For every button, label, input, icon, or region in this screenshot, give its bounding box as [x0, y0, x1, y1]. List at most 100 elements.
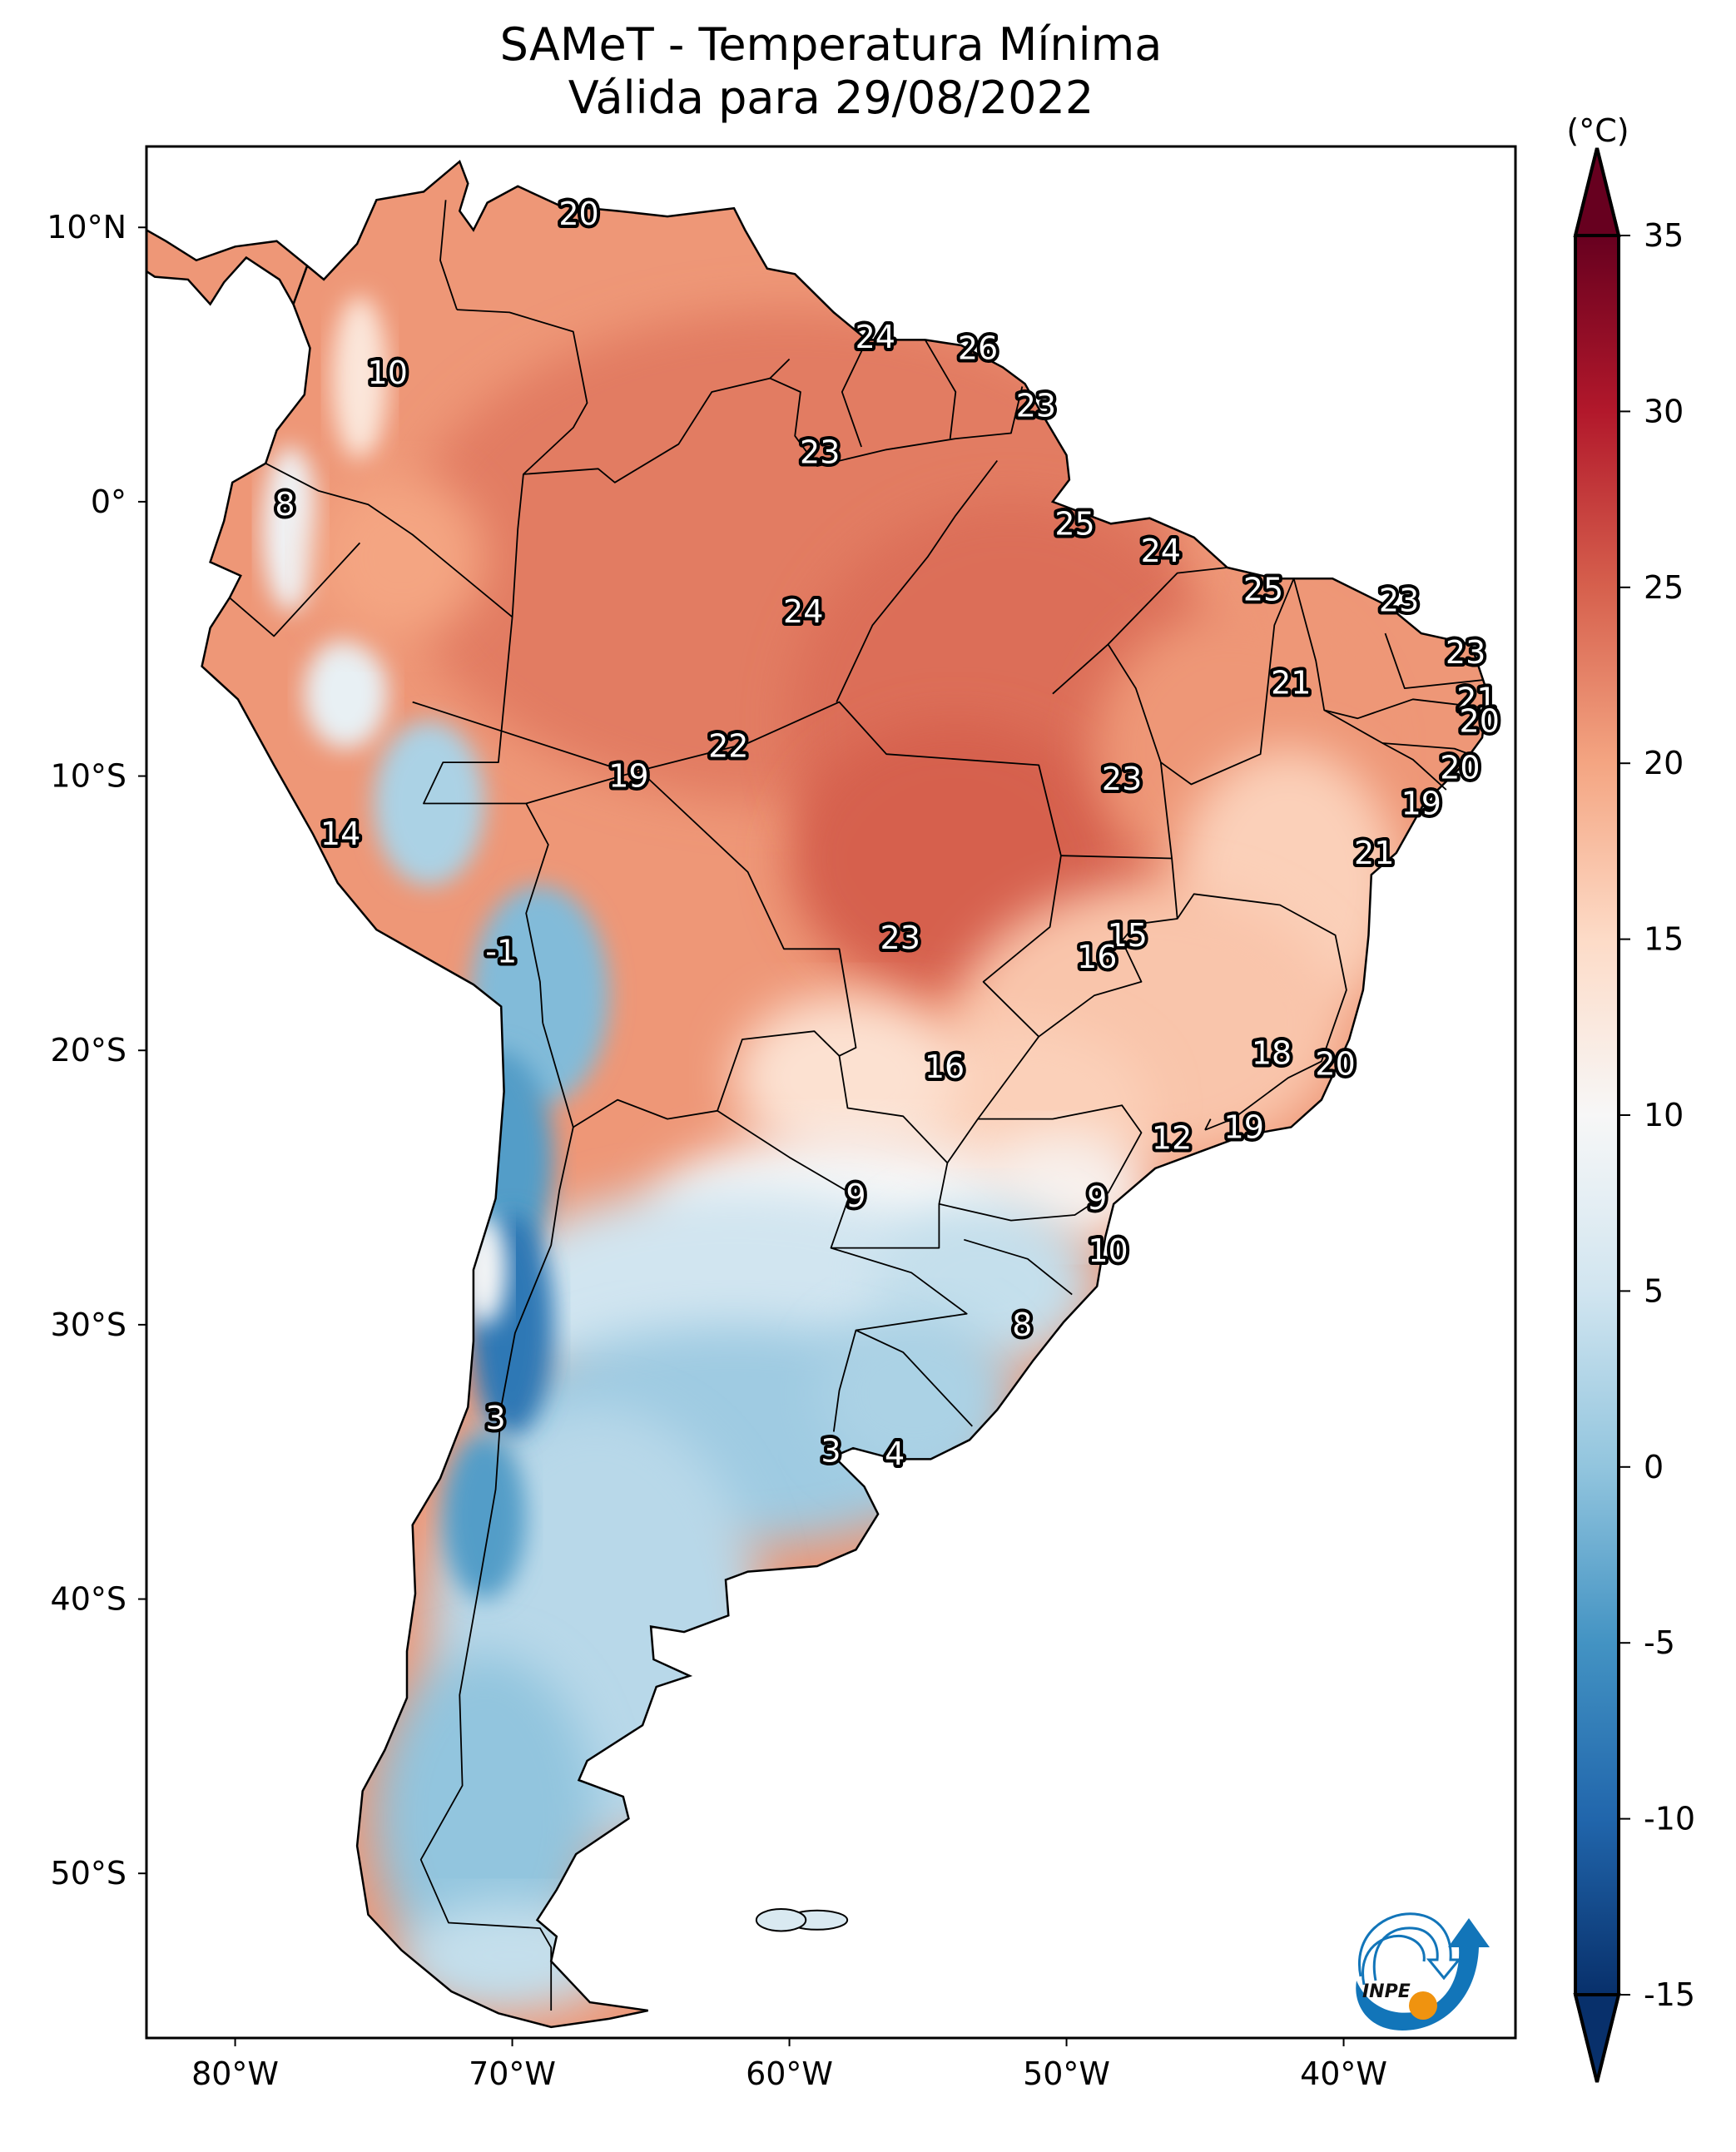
x-tick-label: 40°W [1300, 2055, 1387, 2092]
border-line [523, 377, 771, 483]
border-line [1176, 893, 1347, 1131]
temperature-patch [304, 638, 388, 749]
station-value-label: 23 [880, 920, 920, 956]
border-line [1204, 1118, 1212, 1131]
logo-inner-orbit-icon [1362, 1934, 1426, 1986]
colorbar-tick-label: -10 [1644, 1801, 1695, 1837]
border-line [769, 358, 1024, 467]
station-value-label: 19 [1401, 786, 1441, 822]
station-value-label: 9 [1087, 1180, 1107, 1217]
temperature-patch [318, 474, 485, 639]
y-tick-label: 10°N [47, 209, 126, 245]
border-line [1038, 855, 1178, 1038]
station-value-label: 9 [846, 1178, 866, 1214]
colorbar-tick-label: 25 [1644, 569, 1684, 606]
station-value-label: 24 [1141, 533, 1181, 569]
station-value-label: 16 [1077, 939, 1117, 975]
plot-frame [145, 145, 1517, 2040]
station-value-label: 20 [1440, 750, 1480, 786]
station-value-label: 10 [368, 355, 408, 391]
colorbar-tick-label: 10 [1644, 1097, 1684, 1133]
colorbar-gradient [1574, 147, 1620, 2083]
x-tick-label: 50°W [1023, 2055, 1110, 2092]
inpe-logo: INPE [1356, 1912, 1490, 2031]
station-value-label: 25 [1243, 571, 1283, 607]
colorbar-tick-label: 0 [1644, 1449, 1664, 1485]
station-value-label: 12 [1152, 1120, 1192, 1157]
station-value-label: 21 [1456, 681, 1496, 717]
station-value-label: 3 [821, 1433, 841, 1470]
chart-title: SAMeT - Temperatura Mínima Válida para 2… [146, 18, 1516, 125]
x-axis: 80°W 70°W 60°W 50°W 40°W [191, 2038, 1387, 2092]
logo-text: INPE [1362, 1981, 1411, 2002]
border-line [265, 463, 513, 618]
station-value-label: 4 [885, 1435, 905, 1472]
y-tick-label: 20°S [51, 1032, 126, 1069]
border-line [831, 1247, 968, 1432]
border-line [542, 1023, 841, 1128]
colorbar-tick-label: 15 [1644, 921, 1684, 958]
logo-orbit-icon [1358, 1912, 1462, 1981]
station-value-label: 24 [783, 593, 823, 630]
colorbar-tick-label: -15 [1644, 1976, 1695, 2013]
border-line [978, 1104, 1143, 1194]
station-value-label: 8 [275, 486, 295, 523]
colorbar-tick-label: -5 [1644, 1624, 1675, 1661]
border-line [964, 1238, 1073, 1296]
temperature-patch [332, 295, 388, 461]
station-value-label: 23 [800, 434, 840, 471]
station-value-label: 19 [1224, 1109, 1264, 1146]
station-value-label: 20 [1315, 1046, 1355, 1083]
y-tick-label: 30°S [51, 1307, 126, 1343]
station-value-label: 23 [1102, 761, 1142, 797]
colorbar-tick-label: 5 [1644, 1272, 1664, 1309]
logo-sun-icon [1409, 1991, 1437, 2020]
border-line [836, 459, 999, 702]
temperature-patch [733, 995, 956, 1161]
temperature-patch [374, 1654, 596, 1984]
x-tick-label: 60°W [746, 2055, 833, 2092]
border-line [229, 542, 361, 637]
border-line [1160, 578, 1295, 786]
station-value-label: 24 [856, 319, 895, 355]
station-value-label: 20 [558, 196, 598, 232]
station-value-label: 16 [925, 1049, 965, 1085]
title-line-1: SAMeT - Temperatura Mínima [499, 18, 1163, 71]
border-line [939, 1192, 1109, 1222]
border-line [1384, 632, 1483, 689]
y-axis: 10°N 0° 10°S 20°S 30°S 40°S 50°S [47, 209, 146, 1892]
y-tick-label: 10°S [51, 758, 126, 795]
station-value-label: 23 [1446, 634, 1486, 671]
border-line [924, 339, 957, 439]
temperature-patch [470, 885, 610, 1106]
station-value-label: 3 [486, 1400, 506, 1436]
colorbar-min-extension [1573, 1993, 1621, 2083]
station-value-label: 18 [1252, 1035, 1292, 1072]
colorbar-tick-label: 30 [1644, 393, 1684, 429]
border-line [841, 340, 868, 448]
border-line [856, 1329, 973, 1427]
logo-arrow-icon [1356, 1918, 1490, 2031]
station-value-label: -1 [485, 934, 517, 970]
border-line [639, 701, 1062, 856]
border-line [946, 855, 1062, 1163]
island [755, 1908, 807, 1932]
station-value-label: 23 [1379, 583, 1419, 619]
colorbar: 35 30 25 20 15 10 5 0 -5 -10 -15 (°C) [1566, 112, 1695, 2083]
colorbar-tick-label: 20 [1644, 745, 1684, 781]
colorbar-unit-label: (°C) [1566, 112, 1629, 149]
x-tick-label: 70°W [469, 2055, 556, 2092]
station-value-label: 26 [958, 330, 998, 366]
colorbar-max-extension [1573, 147, 1621, 237]
temperature-patch [443, 1434, 527, 1599]
border-line [1052, 643, 1173, 859]
title-line-2: Válida para 29/08/2022 [568, 72, 1094, 124]
y-tick-label: 40°S [51, 1581, 126, 1618]
border-line [1323, 698, 1483, 720]
border-line [1382, 742, 1477, 758]
colorbar-tick-label: 35 [1644, 217, 1684, 254]
colorbar-ticks: 35 30 25 20 15 10 5 0 -5 -10 -15 [1619, 217, 1695, 2013]
